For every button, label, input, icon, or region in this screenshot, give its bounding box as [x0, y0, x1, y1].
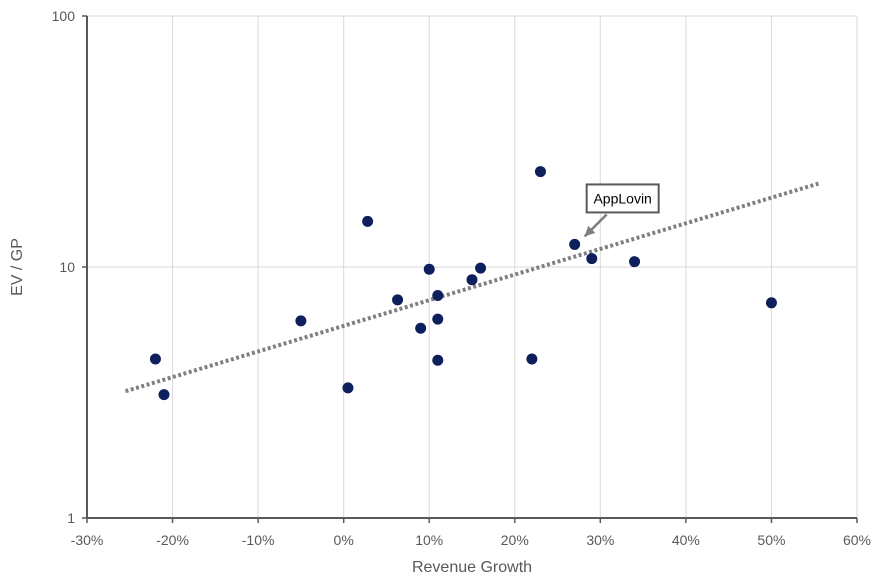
- x-tick-label: -10%: [242, 532, 275, 548]
- data-point: [432, 289, 444, 301]
- y-tick-label: 1: [67, 510, 75, 526]
- x-tick-label: 0%: [334, 532, 354, 548]
- callout-box: [585, 183, 660, 214]
- y-tick-label: 100: [52, 8, 76, 24]
- x-tick-label: 50%: [757, 532, 785, 548]
- data-point: [423, 263, 435, 275]
- data-points: [149, 166, 777, 401]
- y-axis-title: EV / GP: [9, 238, 26, 296]
- x-tick-label: 40%: [672, 532, 700, 548]
- x-tick-label: 10%: [415, 532, 443, 548]
- data-point: [342, 382, 354, 394]
- x-tick-label: -20%: [156, 532, 189, 548]
- tick-labels: -30% -20% -10% 0% 10% 20% 30% 40% 50% 60% 1 10 100: [52, 8, 871, 548]
- data-point: [534, 166, 546, 178]
- data-point: [629, 256, 641, 268]
- data-point: [149, 353, 161, 365]
- x-tick-label: 30%: [586, 532, 614, 548]
- data-point: [158, 389, 170, 401]
- x-tick-label: -30%: [71, 532, 104, 548]
- data-point: [765, 297, 777, 309]
- x-axis-title: Revenue Growth: [412, 559, 532, 576]
- data-point: [586, 253, 598, 265]
- annotations: AppLovin: [583, 183, 660, 238]
- callout-arrowhead: [584, 225, 596, 237]
- data-point: [392, 294, 404, 306]
- callout-label: AppLovin: [593, 190, 651, 206]
- data-point: [569, 238, 581, 250]
- data-point: [432, 313, 444, 325]
- x-tick-label: 60%: [843, 532, 871, 548]
- data-point: [526, 353, 538, 365]
- data-point: [295, 315, 307, 327]
- data-point: [415, 322, 427, 334]
- data-point: [466, 274, 478, 286]
- gridlines: [87, 15, 858, 518]
- y-tick-label: 10: [59, 259, 75, 275]
- data-point: [362, 215, 374, 227]
- data-point: [475, 262, 487, 274]
- data-point: [432, 354, 444, 366]
- axes: [82, 15, 858, 523]
- x-tick-label: 20%: [501, 532, 529, 548]
